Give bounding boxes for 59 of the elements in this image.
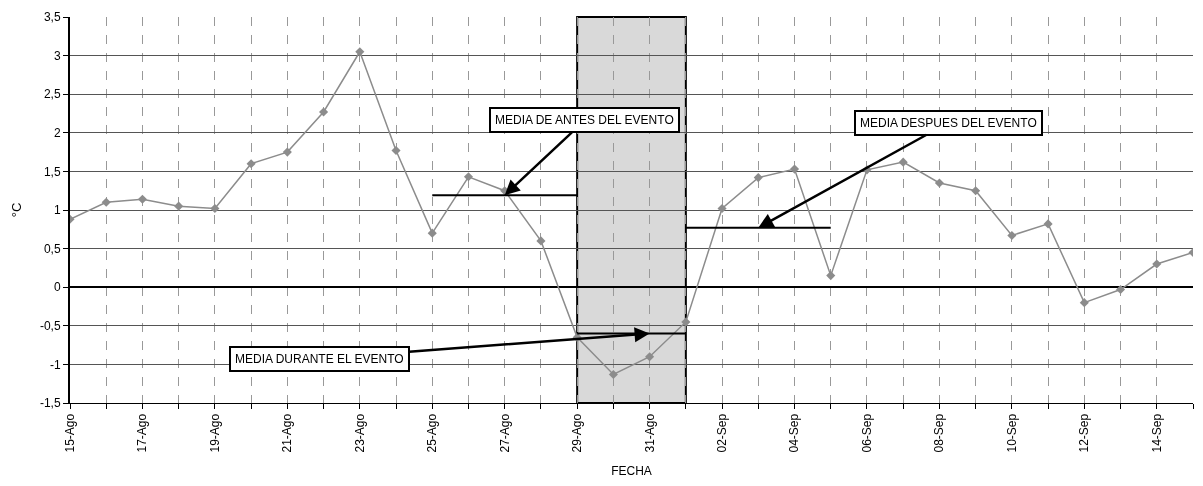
point bbox=[391, 146, 401, 156]
point bbox=[1079, 298, 1089, 308]
y-tick-label: 2 bbox=[53, 126, 61, 140]
y-tick-label: 1 bbox=[53, 203, 61, 218]
x-tick-label: 08-Sep bbox=[932, 413, 947, 453]
point bbox=[174, 201, 184, 211]
y-tick-label: -0,5 bbox=[39, 319, 61, 333]
point bbox=[934, 178, 944, 188]
x-tick-label: 25-Ago bbox=[425, 413, 440, 453]
y-tick-label: -1 bbox=[49, 357, 61, 372]
point bbox=[137, 194, 147, 204]
point bbox=[319, 107, 329, 117]
x-axis-title: FECHA bbox=[611, 464, 652, 479]
x-tick-label: 06-Sep bbox=[859, 413, 874, 453]
x-tick-label: 04-Sep bbox=[787, 413, 802, 453]
y-tick-label: 3,5 bbox=[43, 10, 61, 25]
y-tick-label: 0,5 bbox=[43, 241, 61, 256]
point bbox=[971, 186, 981, 196]
point bbox=[753, 173, 763, 183]
point bbox=[1043, 219, 1053, 229]
x-tick-label: 10-Sep bbox=[1004, 413, 1019, 453]
point bbox=[282, 147, 292, 157]
x-tick-label: 15-Ago bbox=[62, 413, 77, 453]
x-tick-label: 17-Ago bbox=[135, 413, 150, 453]
point bbox=[463, 172, 474, 182]
annotation: MEDIA DESPUES DEL EVENTO bbox=[860, 116, 1037, 130]
x-tick-label: 02-Sep bbox=[714, 413, 729, 453]
point bbox=[608, 369, 618, 379]
x-tick-label: 21-Ago bbox=[280, 413, 295, 453]
annotation: MEDIA DURANTE EL EVENTO bbox=[235, 352, 404, 366]
y-tick-label: 1,5 bbox=[43, 164, 61, 179]
point bbox=[536, 236, 546, 246]
point bbox=[1152, 259, 1162, 269]
x-tick-label: 23-Ago bbox=[352, 413, 367, 453]
point bbox=[355, 47, 365, 57]
x-tick-label: 29-Ago bbox=[570, 413, 585, 453]
point bbox=[1116, 284, 1126, 295]
point bbox=[1007, 230, 1017, 241]
y-axis-title: °C bbox=[9, 202, 25, 218]
y-tick-label: -1,5 bbox=[39, 396, 61, 411]
x-tick-label: 27-Ago bbox=[497, 413, 512, 453]
x-tick-label: 14-Sep bbox=[1149, 413, 1164, 453]
point bbox=[681, 317, 691, 327]
point bbox=[101, 197, 111, 207]
x-tick-label: 31-Ago bbox=[642, 413, 657, 453]
point bbox=[898, 157, 908, 167]
x-tick-label: 12-Sep bbox=[1077, 413, 1092, 453]
y-tick-label: 2,5 bbox=[43, 87, 61, 102]
point bbox=[826, 271, 836, 281]
x-tick-label: 19-Ago bbox=[207, 413, 222, 453]
point bbox=[210, 203, 220, 214]
point bbox=[789, 164, 800, 174]
point bbox=[246, 159, 256, 169]
point bbox=[427, 228, 437, 238]
point bbox=[717, 203, 727, 214]
point bbox=[645, 352, 655, 362]
y-tick-label: 3 bbox=[53, 48, 61, 63]
annotation: MEDIA DE ANTES DEL EVENTO bbox=[495, 113, 674, 127]
y-tick-label: 0 bbox=[53, 280, 61, 295]
